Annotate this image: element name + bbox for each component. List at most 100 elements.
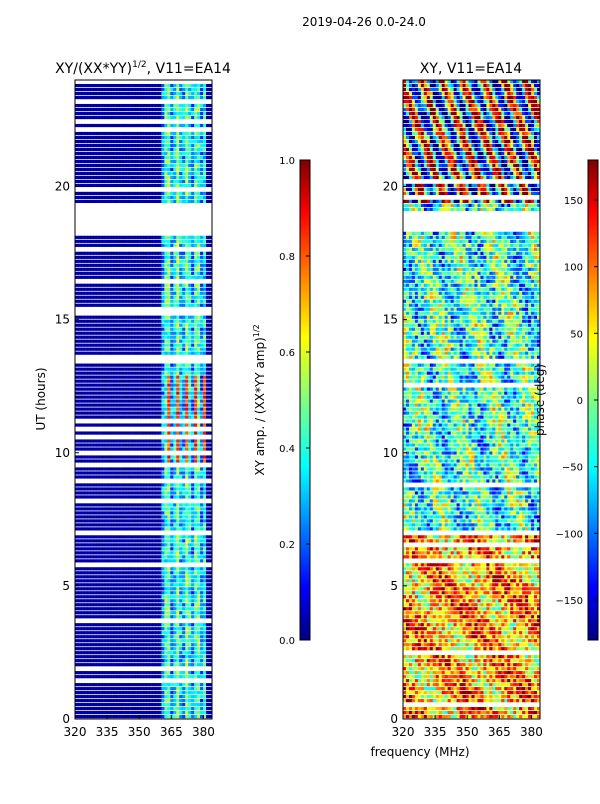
heatmap-cell (137, 515, 142, 519)
heatmap-cell (176, 351, 180, 355)
heatmap-cell (179, 471, 183, 475)
heatmap-cell (113, 599, 118, 603)
heatmap-cell (179, 587, 183, 591)
heatmap-cell (191, 459, 195, 463)
heatmap-cell (197, 91, 201, 96)
heatmap-cell (191, 259, 195, 263)
heatmap-cell (200, 571, 204, 575)
heatmap-cell (80, 511, 85, 515)
heatmap-cell (155, 503, 159, 507)
heatmap-cell (89, 559, 94, 563)
heatmap-cell (146, 259, 151, 263)
heatmap-cell (107, 115, 112, 120)
heatmap-cell (125, 319, 130, 323)
heatmap-cell (155, 587, 159, 591)
heatmap-cell (173, 123, 177, 128)
heatmap-cell (83, 447, 88, 451)
heatmap-cell (75, 267, 79, 271)
heatmap-cell (140, 303, 145, 307)
heatmap-cell (107, 391, 112, 395)
heatmap-cell (188, 527, 192, 531)
heatmap-cell (197, 259, 201, 263)
heatmap-cell (185, 595, 189, 599)
heatmap-cell (203, 319, 207, 323)
heatmap-cell (149, 519, 154, 523)
heatmap-cell (158, 91, 162, 96)
heatmap-cell (101, 91, 106, 96)
heatmap-cell (149, 443, 154, 447)
heatmap-cell (182, 507, 186, 511)
heatmap-cell (98, 131, 103, 136)
heatmap-cell (158, 275, 162, 279)
heatmap-cell (173, 387, 177, 391)
heatmap-cell (152, 483, 157, 487)
heatmap-cell (191, 295, 195, 299)
heatmap-cell (104, 375, 109, 379)
heatmap-cell (134, 339, 139, 343)
heatmap-cell (128, 107, 133, 112)
heatmap-cell (200, 135, 204, 140)
heatmap-cell (122, 143, 127, 148)
heatmap-cell (170, 159, 174, 164)
heatmap-cell (200, 155, 204, 160)
heatmap-cell (131, 299, 136, 303)
heatmap-cell (104, 159, 109, 164)
heatmap-cell (125, 115, 130, 120)
heatmap-cell (77, 627, 82, 631)
heatmap-cell (113, 191, 118, 196)
heatmap-cell (104, 315, 109, 319)
heatmap-cell (89, 147, 94, 152)
heatmap-cell (182, 267, 186, 271)
heatmap-cell (110, 123, 115, 128)
heatmap-cell (128, 103, 133, 108)
heatmap-cell (188, 303, 192, 307)
heatmap-cell (89, 271, 94, 275)
heatmap-cell (134, 627, 139, 631)
heatmap-cell (101, 399, 106, 403)
heatmap-cell (176, 295, 180, 299)
heatmap-cell (140, 407, 145, 411)
heatmap-cell (113, 411, 118, 415)
heatmap-cell (203, 607, 207, 611)
heatmap-cell (83, 103, 88, 108)
heatmap-cell (191, 475, 195, 479)
heatmap-cell (200, 603, 204, 607)
heatmap-cell (101, 111, 106, 116)
heatmap-cell (98, 431, 103, 435)
heatmap-cell (110, 439, 115, 443)
heatmap-cell (176, 107, 180, 112)
heatmap-cell (143, 235, 148, 239)
heatmap-cell (119, 579, 124, 583)
heatmap-cell (206, 423, 210, 427)
heatmap-cell (176, 483, 180, 487)
heatmap-cell (110, 95, 115, 100)
heatmap-cell (107, 575, 112, 579)
heatmap-cell (158, 403, 162, 407)
heatmap-cell (83, 271, 88, 275)
heatmap-cell (200, 495, 204, 499)
heatmap-cell (101, 443, 106, 447)
heatmap-cell (89, 503, 94, 507)
heatmap-cell (77, 403, 82, 407)
heatmap-cell (185, 95, 189, 100)
heatmap-cell (206, 135, 210, 140)
heatmap-cell (176, 335, 180, 339)
heatmap-cell (101, 167, 106, 172)
heatmap-cell (176, 243, 180, 247)
heatmap-cell (194, 575, 198, 579)
heatmap-cell (167, 527, 171, 531)
heatmap-cell (104, 515, 109, 519)
heatmap-cell (122, 495, 127, 499)
heatmap-cell (80, 579, 85, 583)
heatmap-cell (113, 267, 118, 271)
heatmap-cell (110, 391, 115, 395)
heatmap-cell (167, 575, 171, 579)
heatmap-cell (137, 347, 142, 351)
heatmap-cell (170, 111, 174, 116)
heatmap-cell (86, 91, 91, 96)
heatmap-cell (104, 431, 109, 435)
heatmap-cell (146, 495, 151, 499)
heatmap-cell (98, 571, 103, 575)
heatmap-cell (158, 535, 162, 539)
heatmap-cell (164, 159, 168, 164)
